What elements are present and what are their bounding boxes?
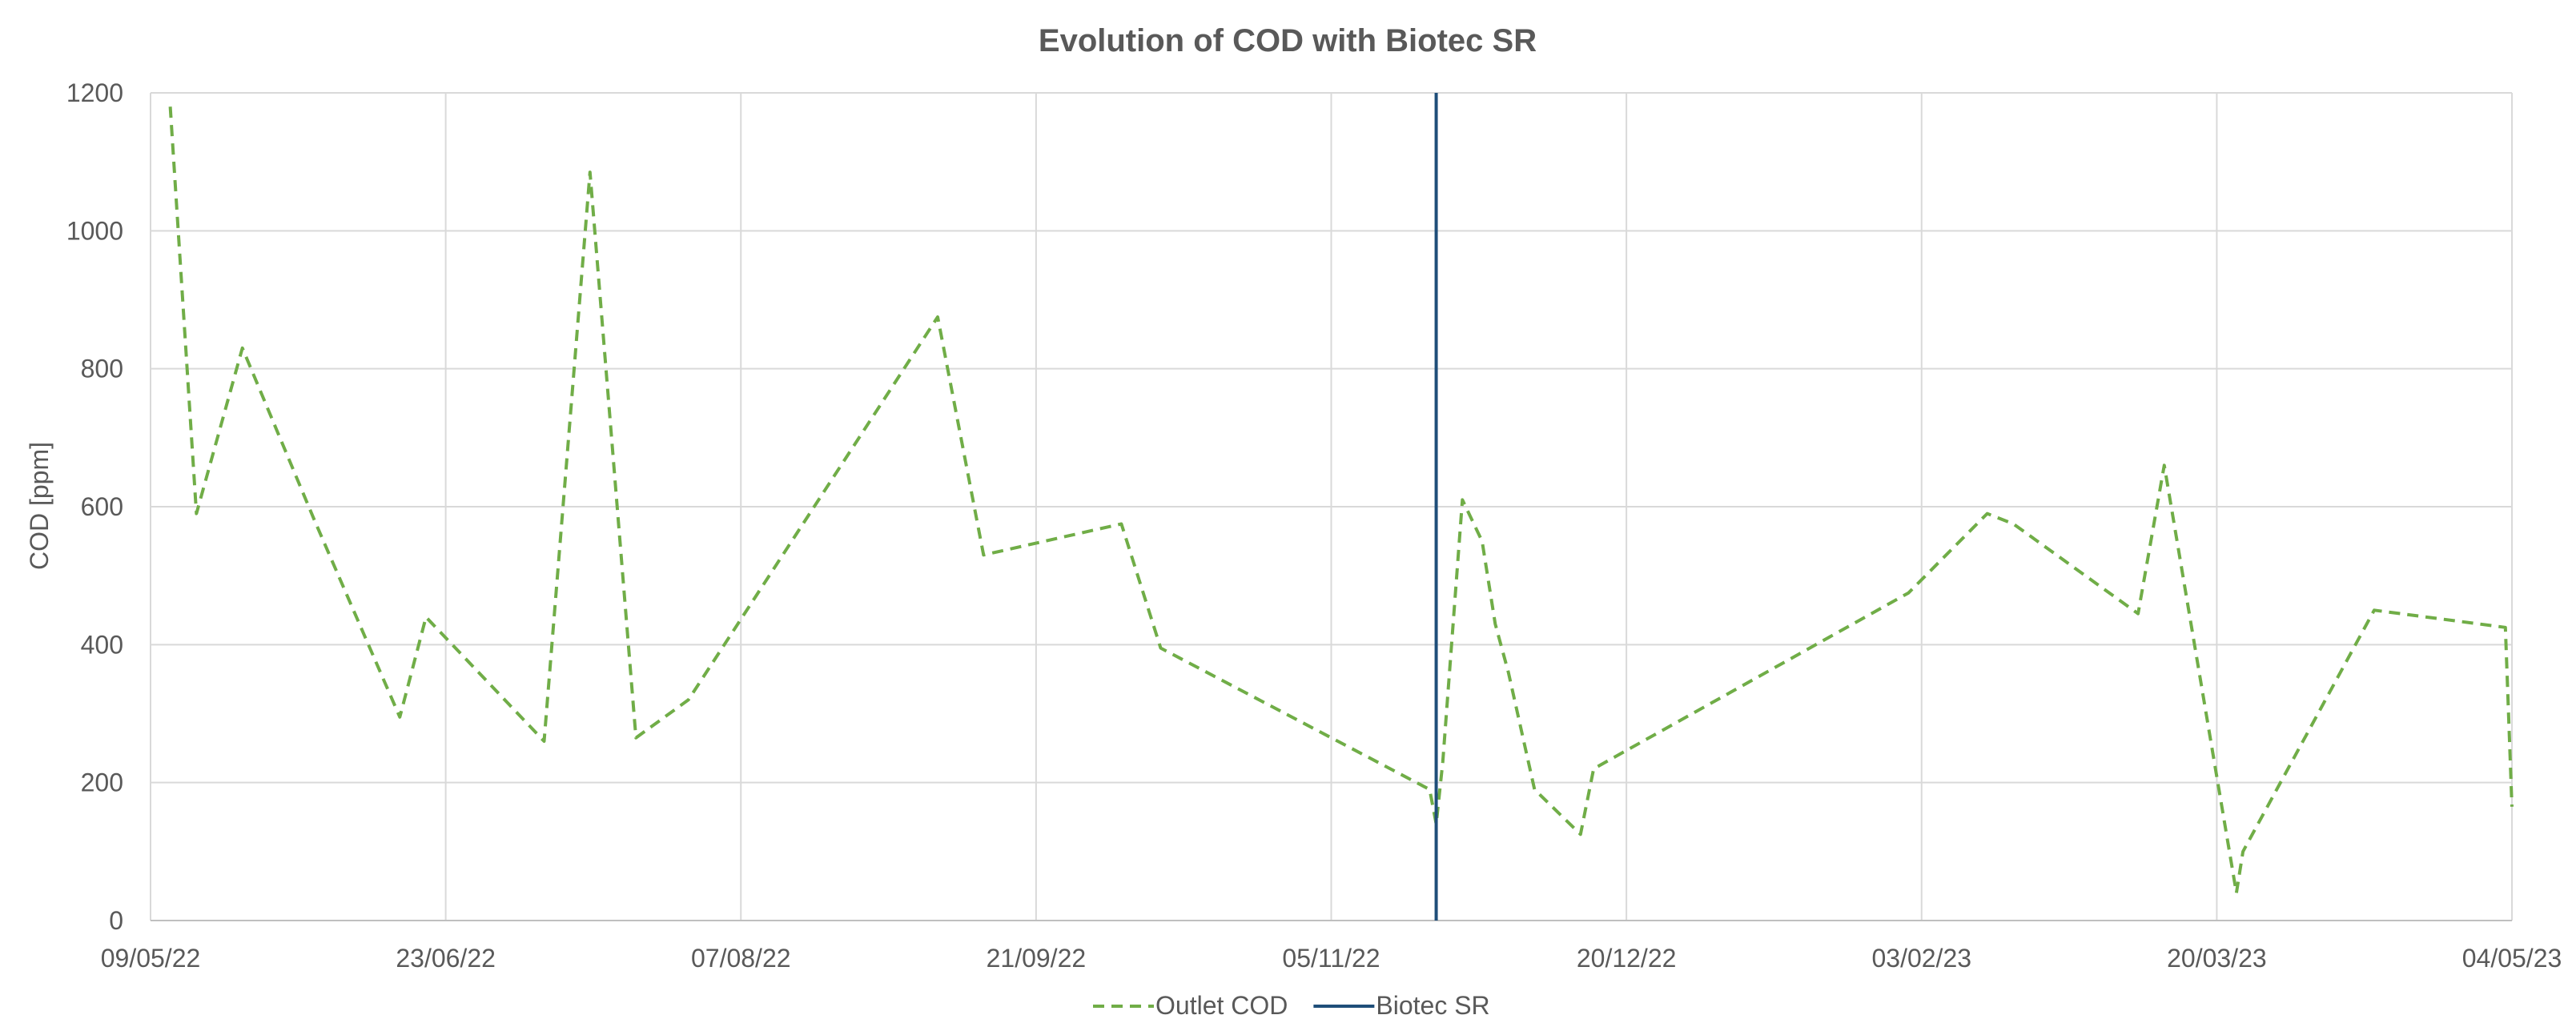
y-tick-label: 1200 bbox=[66, 78, 123, 107]
x-tick-label: 23/06/22 bbox=[396, 944, 496, 973]
y-tick-label: 1000 bbox=[66, 216, 123, 245]
x-tick-label: 05/11/22 bbox=[1282, 944, 1380, 973]
y-tick-label: 200 bbox=[81, 768, 123, 797]
series-layer bbox=[168, 93, 2514, 921]
x-tick-label: 03/02/23 bbox=[1871, 944, 1971, 973]
chart-title: Evolution of COD with Biotec SR bbox=[1039, 23, 1537, 58]
y-axis-label: COD [ppm] bbox=[25, 442, 54, 570]
y-tick-label: 800 bbox=[81, 355, 123, 383]
x-tick-label: 21/09/22 bbox=[987, 944, 1087, 973]
grid-layer bbox=[151, 92, 2513, 921]
x-tick-label: 07/08/22 bbox=[691, 944, 791, 973]
series-line-outlet-cod bbox=[168, 106, 2514, 895]
legend: Outlet COD Biotec SR bbox=[1093, 991, 1490, 1020]
x-tick-label: 04/05/23 bbox=[2462, 944, 2562, 973]
axis-layer: 0 200 400 600 800 1000 1200 09/05/22 23/06/22 07/… bbox=[66, 78, 2562, 973]
y-tick-label: 0 bbox=[109, 906, 123, 935]
legend-label: Biotec SR bbox=[1376, 991, 1489, 1020]
legend-label: Outlet COD bbox=[1155, 991, 1288, 1020]
y-tick-label: 600 bbox=[81, 492, 123, 521]
x-tick-label: 20/03/23 bbox=[2167, 944, 2267, 973]
y-tick-label: 400 bbox=[81, 630, 123, 659]
x-tick-label: 09/05/22 bbox=[101, 944, 201, 973]
x-tick-label: 20/12/22 bbox=[1577, 944, 1677, 973]
